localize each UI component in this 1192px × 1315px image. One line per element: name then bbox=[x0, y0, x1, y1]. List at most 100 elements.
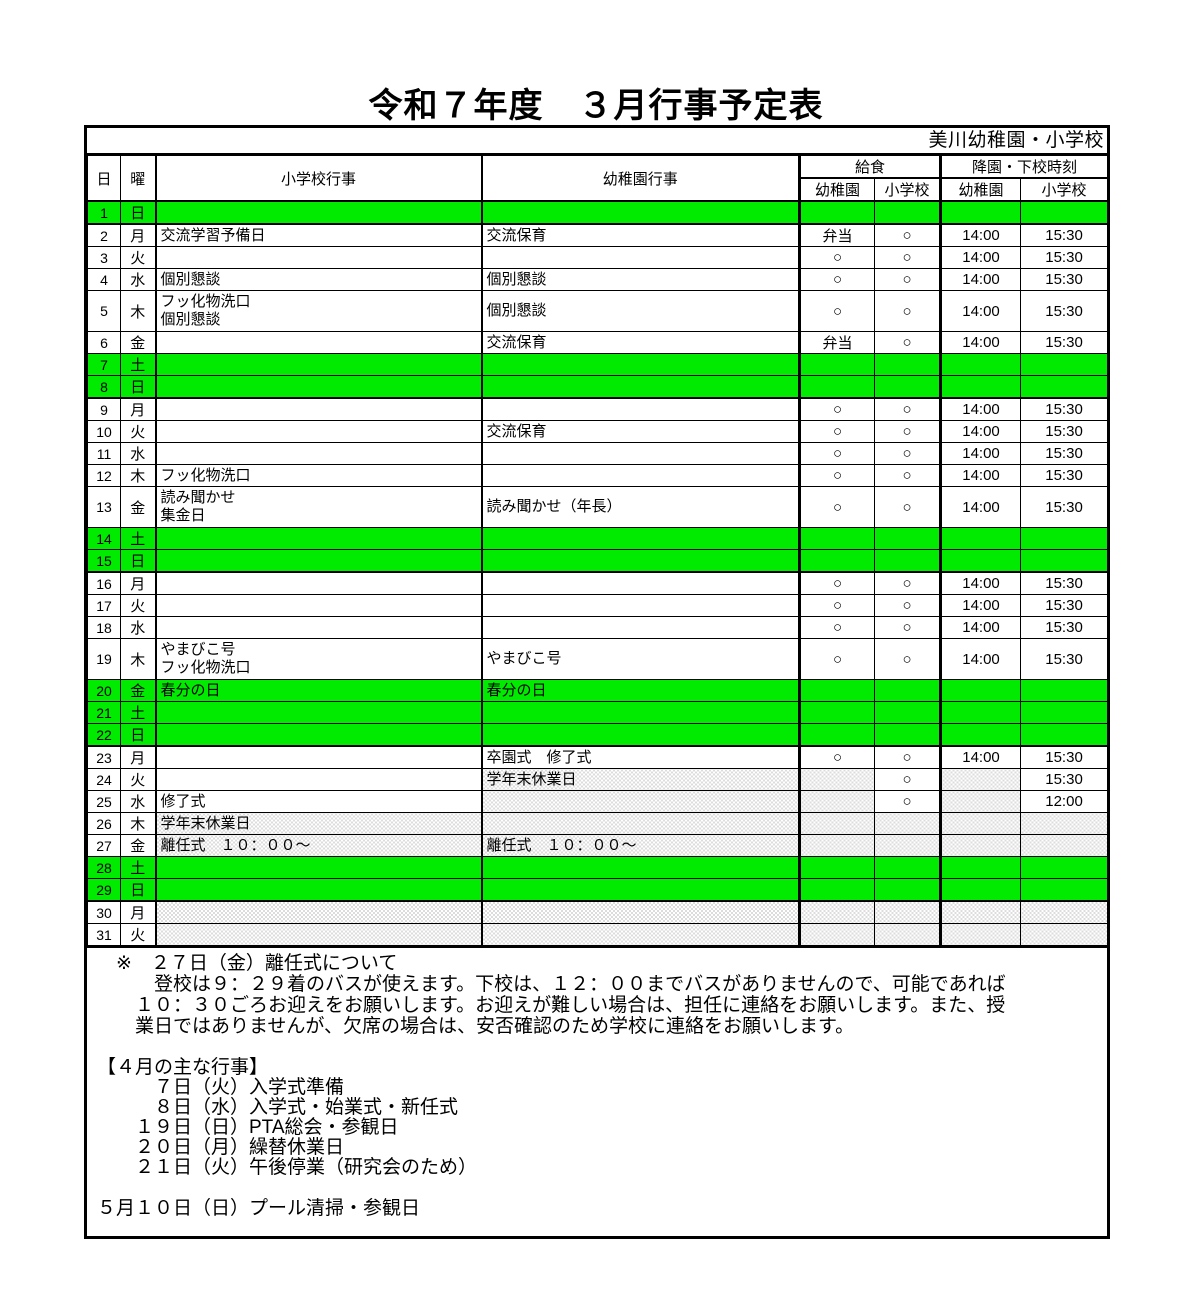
april-events-block: 【４月の主な行事】 ７日（火）入学式準備 ８日（水）入学式・始業式・新任式 １９… bbox=[97, 1057, 1099, 1178]
table-row-day-12: 12 木フッ化物洗口 ○ ○ 14:00 15:30 bbox=[87, 464, 1109, 487]
cell-time_es bbox=[1020, 679, 1109, 702]
table-row-day-27: 27 金離任式 １０：００～ 離任式 １０：００～ bbox=[87, 834, 1109, 857]
cell-day: 27 bbox=[87, 834, 121, 857]
cell-weekday: 土 bbox=[120, 353, 157, 376]
cell-lunch_kg: ○ bbox=[799, 638, 875, 680]
cell-elem bbox=[155, 878, 483, 902]
table-row-day-23: 23 月卒園式 修了式 ○ ○ 14:00 15:30 bbox=[87, 745, 1109, 769]
cell-kinder bbox=[481, 923, 801, 948]
cell-lunch_es: ○ bbox=[873, 790, 943, 813]
cell-day: 20 bbox=[87, 679, 121, 702]
cell-weekday: 金 bbox=[120, 331, 157, 354]
cell-day: 28 bbox=[87, 856, 121, 879]
cell-kinder: 交流保育 bbox=[481, 420, 801, 443]
cell-elem: 春分の日 bbox=[155, 679, 483, 702]
table-row-day-13: 13 金読み聞かせ 集金日 読み聞かせ（年長） ○ ○ 14:00 15:30 bbox=[87, 486, 1109, 528]
cell-time_kg: 14:00 bbox=[940, 268, 1022, 291]
cell-kinder: 個別懇談 bbox=[481, 290, 801, 332]
cell-elem bbox=[155, 856, 483, 879]
cell-time_es: 15:30 bbox=[1020, 290, 1109, 332]
cell-time_es bbox=[1020, 923, 1109, 948]
cell-lunch_es bbox=[873, 900, 943, 924]
cell-time_kg bbox=[940, 856, 1022, 879]
cell-time_kg: 14:00 bbox=[940, 290, 1022, 332]
cell-time_es bbox=[1020, 375, 1109, 399]
cell-time_kg bbox=[940, 923, 1022, 948]
cell-elem: フッ化物洗口 個別懇談 bbox=[155, 290, 483, 332]
cell-weekday: 月 bbox=[120, 223, 157, 247]
cell-time_es: 15:30 bbox=[1020, 442, 1109, 465]
cell-kinder: 学年末休業日 bbox=[481, 768, 801, 791]
note-line: １０：３０ごろお迎えをお願いします。お迎えが難しい場合は、担任に連絡をお願いしま… bbox=[97, 995, 1006, 1016]
april-item: ８日（水）入学式・始業式・新任式 bbox=[97, 1097, 459, 1118]
cell-elem: 交流学習予備日 bbox=[155, 223, 483, 247]
cell-lunch_es: ○ bbox=[873, 290, 943, 332]
cell-lunch_es: ○ bbox=[873, 223, 943, 247]
cell-weekday: 月 bbox=[120, 745, 157, 769]
cell-time_kg bbox=[940, 834, 1022, 857]
cell-weekday: 火 bbox=[120, 246, 157, 269]
cell-lunch_es bbox=[873, 527, 943, 550]
table-row-day-22: 22 日 bbox=[87, 723, 1109, 747]
header-dismissal-group: 降園・下校時刻 bbox=[940, 155, 1109, 179]
cell-kinder bbox=[481, 812, 801, 835]
header-time-elementary: 小学校 bbox=[1020, 177, 1109, 202]
cell-lunch_kg: ○ bbox=[799, 486, 875, 528]
cell-lunch_es bbox=[873, 878, 943, 902]
table-row-day-2: 2 月交流学習予備日 交流保育 弁当 ○ 14:00 15:30 bbox=[87, 223, 1109, 247]
header-lunch-elementary: 小学校 bbox=[873, 177, 943, 202]
table-row-day-19: 19 木やまびこ号 フッ化物洗口 やまびこ号 ○ ○ 14:00 15:30 bbox=[87, 638, 1109, 680]
header-weekday: 曜 bbox=[120, 155, 157, 202]
cell-weekday: 木 bbox=[120, 638, 157, 680]
cell-lunch_kg: ○ bbox=[799, 594, 875, 617]
cell-time_es: 15:30 bbox=[1020, 246, 1109, 269]
header-time-kindergarten: 幼稚園 bbox=[940, 177, 1022, 202]
cell-lunch_es: ○ bbox=[873, 571, 943, 595]
cell-weekday: 日 bbox=[120, 723, 157, 747]
cell-day: 3 bbox=[87, 246, 121, 269]
april-item: ７日（火）入学式準備 bbox=[97, 1077, 345, 1098]
cell-weekday: 月 bbox=[120, 397, 157, 421]
cell-elem bbox=[155, 397, 483, 421]
cell-lunch_kg bbox=[799, 900, 875, 924]
cell-time_es bbox=[1020, 353, 1109, 376]
table-row-day-9: 9 月 ○ ○ 14:00 15:30 bbox=[87, 397, 1109, 421]
cell-lunch_kg bbox=[799, 878, 875, 902]
cell-time_kg bbox=[940, 549, 1022, 573]
cell-elem: 学年末休業日 bbox=[155, 812, 483, 835]
cell-day: 2 bbox=[87, 223, 121, 247]
april-item: ２１日（火）午後停業（研究会のため） bbox=[97, 1157, 478, 1178]
cell-weekday: 金 bbox=[120, 486, 157, 528]
cell-weekday: 火 bbox=[120, 923, 157, 948]
cell-lunch_es bbox=[873, 679, 943, 702]
table-row-day-26: 26 木学年末休業日 bbox=[87, 812, 1109, 835]
cell-elem: 個別懇談 bbox=[155, 268, 483, 291]
cell-lunch_kg bbox=[799, 200, 875, 225]
header-kinder-events: 幼稚園行事 bbox=[481, 155, 801, 202]
cell-time_es: 15:30 bbox=[1020, 397, 1109, 421]
cell-elem bbox=[155, 442, 483, 465]
cell-lunch_kg: ○ bbox=[799, 420, 875, 443]
cell-time_es: 15:30 bbox=[1020, 571, 1109, 595]
note-line: 登校は９：２９着のバスが使えます。下校は、１２：００までバスがありませんので、可… bbox=[97, 974, 1006, 995]
cell-time_kg: 14:00 bbox=[940, 223, 1022, 247]
cell-time_es: 15:30 bbox=[1020, 420, 1109, 443]
cell-time_kg bbox=[940, 200, 1022, 225]
cell-kinder bbox=[481, 527, 801, 550]
cell-time_es: 15:30 bbox=[1020, 268, 1109, 291]
cell-lunch_kg bbox=[799, 679, 875, 702]
cell-kinder bbox=[481, 878, 801, 902]
notes-section: ※ ２７日（金）離任式について 登校は９：２９着のバスが使えます。下校は、１２：… bbox=[87, 948, 1107, 1236]
school-name-banner: 美川幼稚園・小学校 bbox=[87, 128, 1107, 155]
cell-lunch_kg: ○ bbox=[799, 616, 875, 639]
cell-elem: 読み聞かせ 集金日 bbox=[155, 486, 483, 528]
cell-lunch_kg bbox=[799, 723, 875, 747]
cell-weekday: 水 bbox=[120, 442, 157, 465]
cell-time_kg bbox=[940, 812, 1022, 835]
cell-time_es bbox=[1020, 527, 1109, 550]
cell-lunch_kg bbox=[799, 549, 875, 573]
header-elem-events: 小学校行事 bbox=[155, 155, 483, 202]
cell-weekday: 水 bbox=[120, 616, 157, 639]
